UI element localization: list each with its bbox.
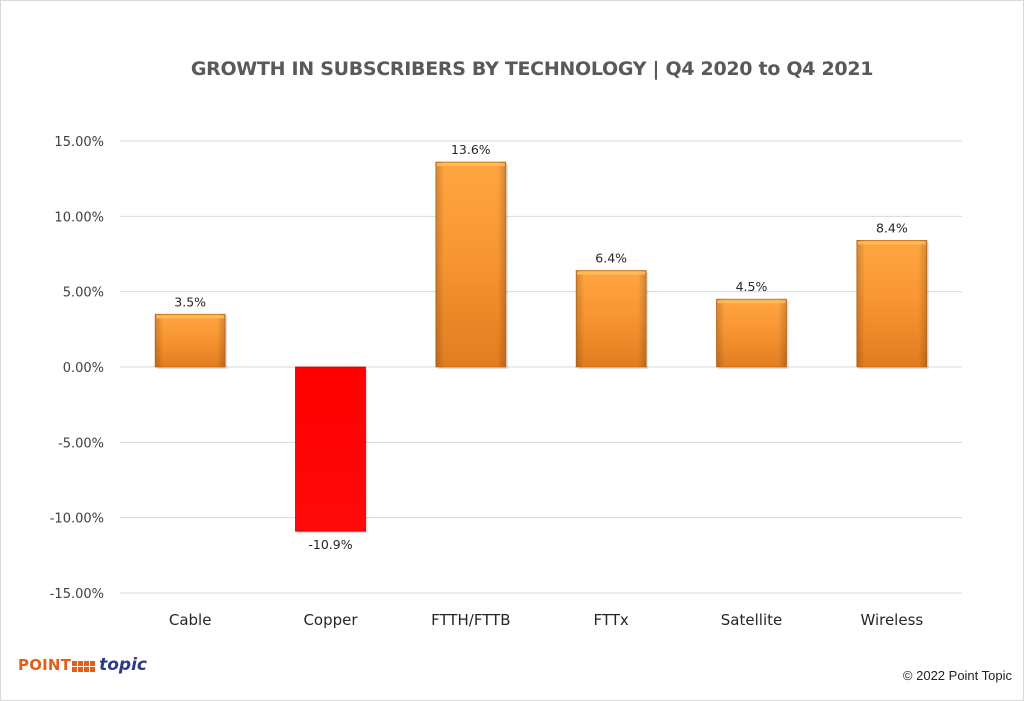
y-axis-ticks: 15.00% 10.00% 5.00% 0.00% -5.00% -10.00% -15.0… [50, 135, 104, 602]
gridlines [120, 140, 962, 594]
copyright-text: © 2022 Point Topic [902, 668, 1012, 683]
data-label: -10.9% [308, 537, 352, 552]
bar-bevel [435, 162, 506, 367]
data-label: 8.4% [876, 220, 908, 235]
data-label: 4.5% [736, 279, 768, 294]
y-tick-label: 15.00% [54, 135, 104, 150]
x-axis-ticks: Cable Copper FTTH/FTTB FTTx Satellite Wireles… [169, 611, 924, 629]
bar-copper [295, 366, 366, 532]
bars [154, 161, 929, 534]
y-tick-label: 0.00% [63, 361, 104, 376]
y-tick-label: -15.00% [50, 587, 104, 602]
bar-highlight [717, 300, 786, 304]
x-tick-label: Copper [303, 611, 358, 629]
bar-bevel [716, 299, 787, 367]
x-tick-label: FTTH/FTTB [431, 611, 510, 629]
bar-highlight [577, 271, 646, 275]
x-tick-label: Cable [169, 611, 212, 629]
data-label: 13.6% [451, 142, 491, 157]
y-tick-label: -5.00% [58, 436, 104, 451]
x-tick-label: Satellite [721, 611, 782, 629]
x-tick-label: FTTx [594, 611, 629, 629]
logo-point-text: POINT [18, 656, 72, 674]
bar-highlight [436, 163, 505, 167]
y-tick-label: -10.00% [50, 512, 104, 527]
point-topic-logo: POINT topic [18, 655, 147, 675]
bar-highlight [156, 315, 225, 319]
bar-bevel [576, 270, 647, 367]
logo-squares-icon [72, 660, 96, 672]
y-tick-label: 10.00% [54, 210, 104, 225]
chart-title: GROWTH IN SUBSCRIBERS BY TECHNOLOGY | Q4… [190, 58, 874, 80]
bar-highlight [857, 241, 926, 245]
data-label: 6.4% [595, 251, 627, 266]
logo-topic-text: topic [99, 655, 148, 675]
bar-bevel [856, 240, 927, 367]
data-label: 3.5% [174, 294, 206, 309]
y-tick-label: 5.00% [63, 286, 104, 301]
bar-bevel [155, 314, 226, 367]
data-labels: 3.5% -10.9% 13.6% 6.4% 4.5% 8.4% [174, 142, 908, 552]
x-tick-label: Wireless [860, 611, 923, 629]
